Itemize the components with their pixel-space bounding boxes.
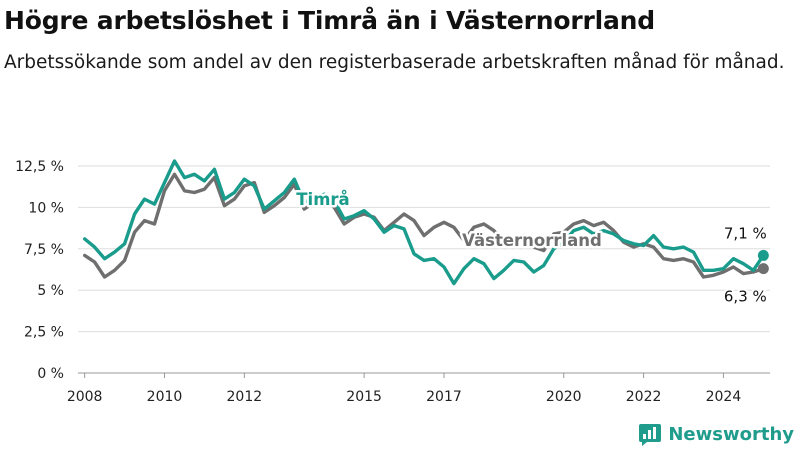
series-name-label: Timrå [296, 190, 349, 209]
y-tick-label: 0 % [37, 366, 64, 382]
series-name-label: Västernorrland [462, 231, 602, 250]
x-tick-label: 2020 [546, 389, 582, 405]
series-lines [83, 159, 769, 286]
end-value-label: 7,1 % [724, 224, 767, 242]
brand-name: Newsworthy [668, 423, 794, 445]
y-tick-label: 10 % [28, 200, 64, 216]
gridlines [78, 165, 770, 374]
x-tick-label: 2010 [147, 389, 183, 405]
series-labels: Västernorrland 6,3 % Timrå 7,1 % [294, 188, 769, 308]
bar-chart-icon [639, 424, 662, 446]
series-line-1 [83, 159, 765, 286]
end-value-label: 6,3 % [724, 288, 767, 306]
newsworthy-logo: Newsworthy [638, 422, 794, 446]
chart-title: Högre arbetslöshet i Timrå än i Västerno… [4, 6, 655, 35]
end-point-0 [757, 263, 769, 275]
x-tick-label: 2012 [227, 389, 263, 405]
y-tick-label: 2,5 % [24, 325, 64, 341]
x-tick-label: 2022 [626, 389, 662, 405]
y-axis-ticks: 0 % 2,5 % 5 % 7,5 % 10 % 12,5 % [15, 159, 64, 382]
series-line-0 [83, 172, 765, 279]
x-tick-label: 2024 [706, 389, 742, 405]
y-tick-label: 12,5 % [15, 159, 64, 175]
y-tick-label: 7,5 % [24, 242, 64, 258]
y-tick-label: 5 % [37, 283, 64, 299]
x-tick-label: 2015 [346, 389, 382, 405]
chart-subtitle: Arbetssökande som andel av den registerb… [4, 52, 785, 73]
x-tick-label: 2008 [67, 389, 103, 405]
x-axis-ticks: 2008 2010 2012 2015 2017 2020 2022 2024 [67, 373, 741, 405]
x-tick-label: 2017 [426, 389, 462, 405]
end-point-1 [757, 249, 769, 261]
